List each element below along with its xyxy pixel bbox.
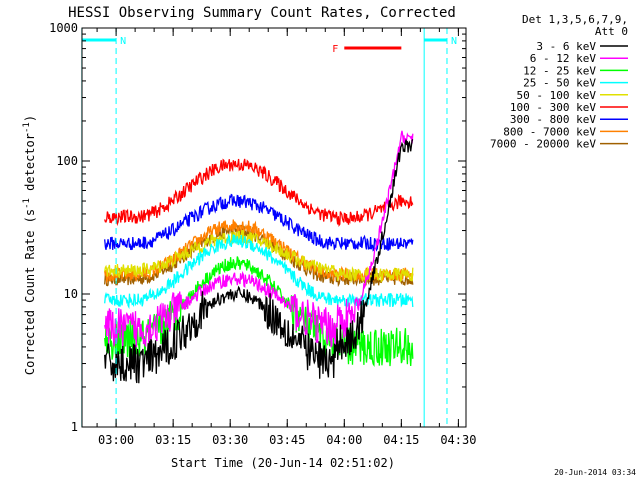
legend-header: Att 0 bbox=[595, 25, 628, 38]
series-line bbox=[104, 139, 414, 384]
legend-label: 3 - 6 keV bbox=[536, 40, 596, 53]
legend-label: 25 - 50 keV bbox=[523, 77, 596, 90]
legend-label: 12 - 25 keV bbox=[523, 64, 596, 77]
x-tick-label: 04:30 bbox=[440, 433, 476, 447]
series-line bbox=[104, 130, 414, 349]
plot-area: N NF bbox=[81, 28, 457, 427]
x-tick-label: 04:00 bbox=[326, 433, 362, 447]
y-axis-label-part: detector bbox=[23, 133, 37, 198]
legend-label: 100 - 300 keV bbox=[510, 101, 596, 114]
x-tick-label: 03:30 bbox=[212, 433, 248, 447]
x-tick-label: 03:00 bbox=[98, 433, 134, 447]
legend-header: Det 1,3,5,6,7,9, bbox=[522, 13, 628, 26]
series-line bbox=[104, 193, 414, 252]
y-axis-label: Corrected Count Rate (s-1 detector-1) bbox=[22, 115, 37, 375]
x-tick-label: 04:15 bbox=[383, 433, 419, 447]
legend-label: 300 - 800 keV bbox=[510, 113, 596, 126]
series-line bbox=[104, 158, 414, 227]
night-bar-label: N bbox=[451, 36, 457, 47]
x-axis-label: Start Time (20-Jun-14 02:51:02) bbox=[171, 456, 395, 470]
legend-label: 50 - 100 keV bbox=[517, 89, 597, 102]
legend-label: 6 - 12 keV bbox=[530, 52, 597, 65]
series-line bbox=[104, 256, 414, 367]
chart-title: HESSI Observing Summary Count Rates, Cor… bbox=[68, 5, 456, 21]
y-tick-label: 100 bbox=[56, 154, 78, 168]
y-tick-label: 1000 bbox=[49, 21, 78, 35]
timestamp: 20-Jun-2014 03:34 bbox=[554, 468, 636, 477]
x-tick-label: 03:15 bbox=[155, 433, 191, 447]
y-axis-label-part: -1 bbox=[22, 198, 32, 209]
y-axis-label-part: -1 bbox=[22, 122, 32, 133]
series-line bbox=[104, 223, 414, 288]
flare-bar-label: F bbox=[332, 44, 338, 55]
y-tick-label: 10 bbox=[64, 287, 78, 301]
night-bar-label: N bbox=[120, 36, 126, 47]
y-axis-label-part: ) bbox=[23, 115, 37, 122]
series-line bbox=[104, 229, 414, 284]
y-tick-label: 1 bbox=[71, 420, 78, 434]
y-axis-label-part: Corrected Count Rate (s bbox=[23, 209, 37, 375]
legend-label: 7000 - 20000 keV bbox=[490, 138, 596, 151]
legend-label: 800 - 7000 keV bbox=[503, 125, 596, 138]
x-tick-label: 03:45 bbox=[269, 433, 305, 447]
plot-frame bbox=[81, 27, 467, 428]
